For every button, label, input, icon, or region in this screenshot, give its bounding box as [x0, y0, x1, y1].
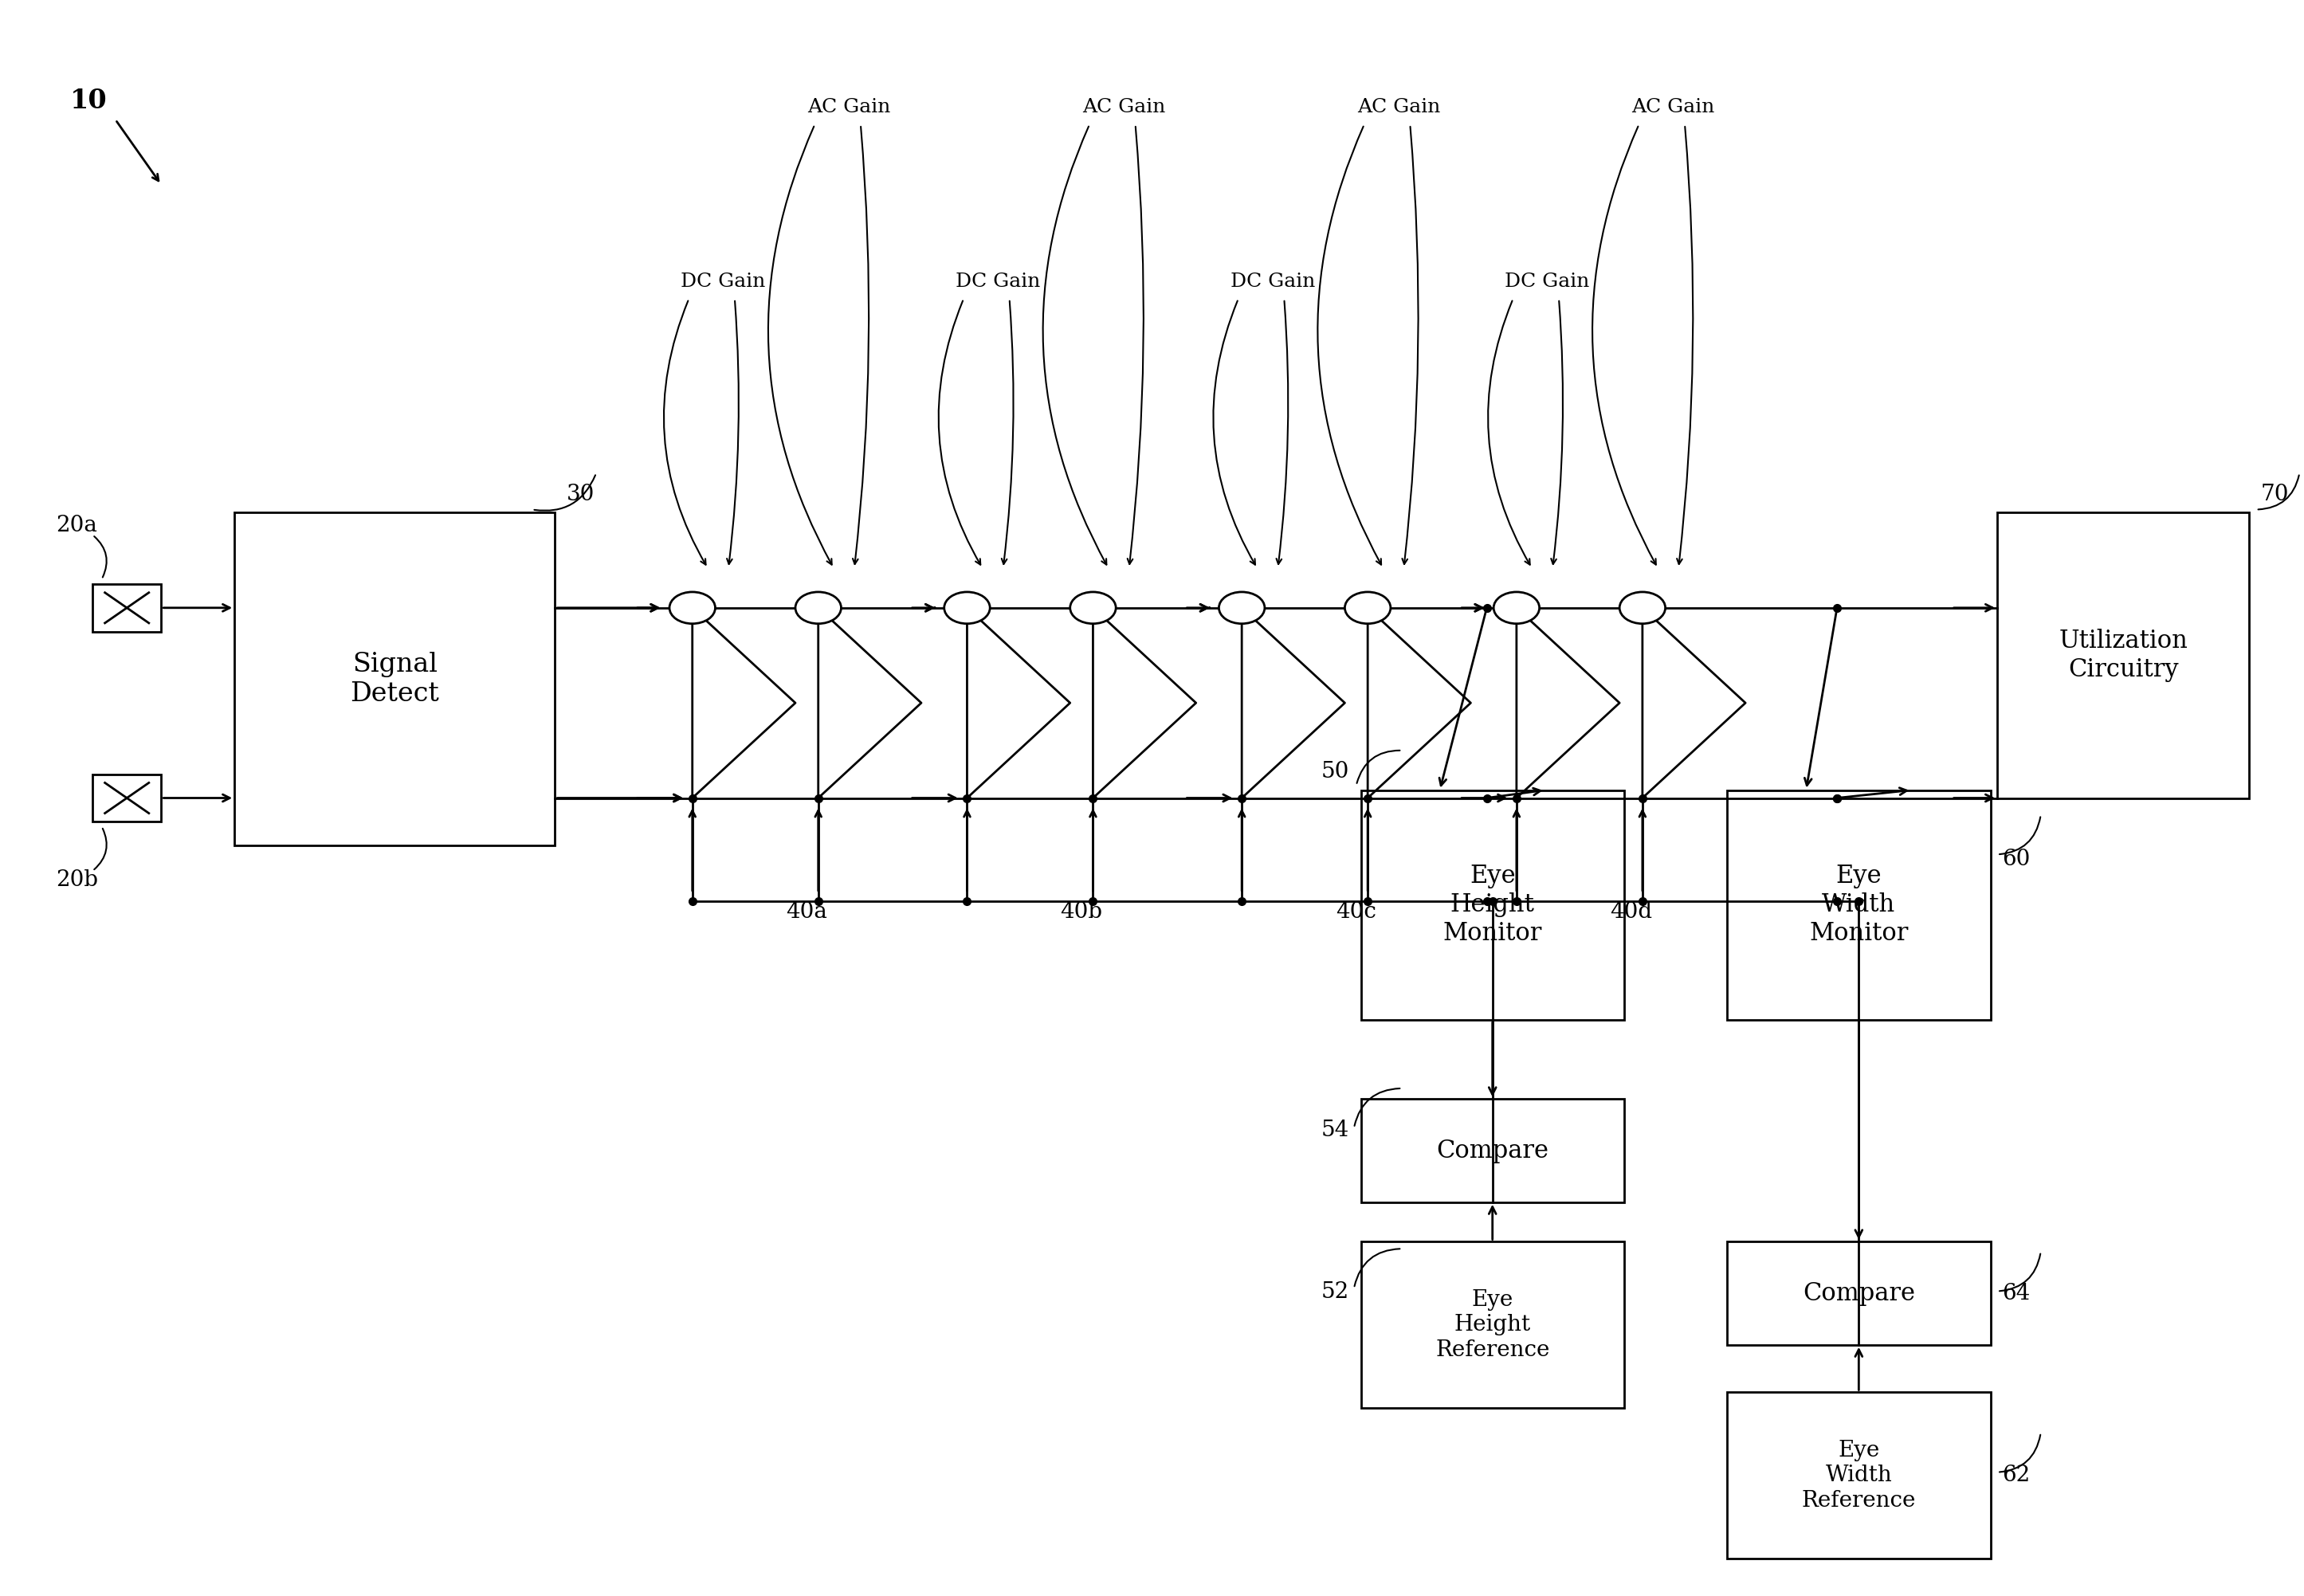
Text: AC Gain: AC Gain [1357, 97, 1440, 117]
Circle shape [1493, 592, 1539, 624]
Bar [1728, 790, 1991, 1020]
Text: Eye
Height
Monitor: Eye Height Monitor [1442, 863, 1541, 946]
Circle shape [1346, 592, 1392, 624]
Circle shape [795, 592, 841, 624]
Text: DC Gain: DC Gain [1230, 273, 1316, 290]
Text: Eye
Height
Reference: Eye Height Reference [1435, 1290, 1551, 1361]
Text: DC Gain: DC Gain [956, 273, 1041, 290]
Bar [235, 512, 555, 846]
Text: 20b: 20b [55, 870, 99, 891]
Circle shape [945, 592, 991, 624]
Bar [1728, 1242, 1991, 1345]
Text: 40d: 40d [1610, 902, 1652, 922]
Bar [1362, 1100, 1624, 1202]
Text: 20a: 20a [55, 516, 97, 536]
Bar [1998, 512, 2249, 798]
Text: Eye
Width
Monitor: Eye Width Monitor [1809, 863, 1908, 946]
Text: AC Gain: AC Gain [809, 97, 892, 117]
Text: 40a: 40a [786, 902, 827, 922]
Text: Eye
Width
Reference: Eye Width Reference [1802, 1440, 1917, 1511]
Text: 30: 30 [567, 484, 594, 504]
Text: 40b: 40b [1060, 902, 1104, 922]
Text: 64: 64 [2002, 1283, 2030, 1304]
Text: 50: 50 [1320, 761, 1350, 782]
Circle shape [1620, 592, 1666, 624]
Text: 40c: 40c [1336, 902, 1375, 922]
Text: 54: 54 [1320, 1119, 1350, 1141]
Text: Compare: Compare [1435, 1138, 1548, 1163]
Text: 10: 10 [69, 88, 106, 115]
Text: Signal
Detect: Signal Detect [350, 651, 440, 707]
Text: 70: 70 [2260, 484, 2288, 504]
Text: 60: 60 [2002, 847, 2030, 870]
Text: 52: 52 [1320, 1282, 1350, 1302]
Text: AC Gain: AC Gain [1631, 97, 1714, 117]
Text: 62: 62 [2002, 1465, 2030, 1486]
Text: AC Gain: AC Gain [1083, 97, 1166, 117]
Text: Compare: Compare [1802, 1282, 1915, 1306]
Bar [1362, 790, 1624, 1020]
Circle shape [1219, 592, 1265, 624]
Text: DC Gain: DC Gain [682, 273, 765, 290]
Circle shape [1069, 592, 1115, 624]
Bar [92, 774, 161, 822]
Bar [1362, 1242, 1624, 1408]
Circle shape [670, 592, 714, 624]
Text: DC Gain: DC Gain [1505, 273, 1590, 290]
Bar [92, 584, 161, 632]
Bar [1728, 1392, 1991, 1559]
Text: Utilization
Circuitry: Utilization Circuitry [2060, 629, 2189, 681]
